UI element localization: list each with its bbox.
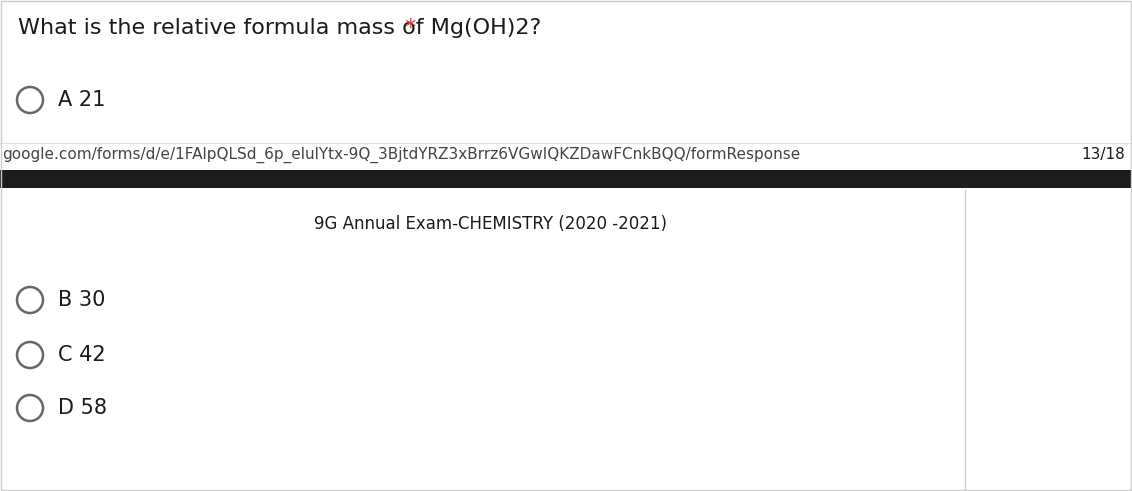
Text: What is the relative formula mass of Mg(OH)2?: What is the relative formula mass of Mg(… (18, 18, 541, 38)
Bar (0, 170, 1132, 188)
Text: *: * (398, 18, 417, 38)
Text: google.com/forms/d/e/1FAlpQLSd_6p_elulYtx-9Q_3BjtdYRZ3xBrrz6VGwIQKZDawFCnkBQQ/fo: google.com/forms/d/e/1FAlpQLSd_6p_elulYt… (2, 147, 800, 163)
Text: A 21: A 21 (58, 90, 105, 110)
Text: D 58: D 58 (58, 398, 108, 418)
Text: 9G Annual Exam-CHEMISTRY (2020 -2021): 9G Annual Exam-CHEMISTRY (2020 -2021) (314, 215, 667, 233)
Text: C 42: C 42 (58, 345, 105, 365)
Text: B 30: B 30 (58, 290, 105, 310)
Text: 13/18: 13/18 (1081, 147, 1125, 163)
